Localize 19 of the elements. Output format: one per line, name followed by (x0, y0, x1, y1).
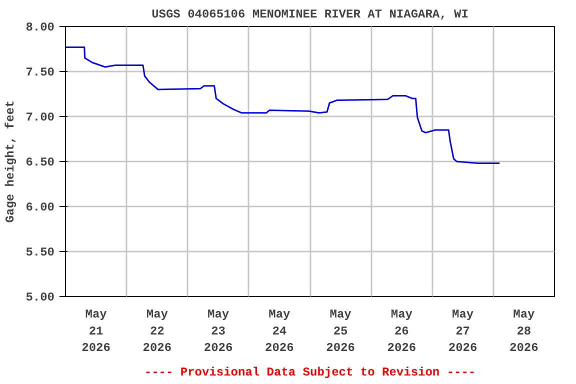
y-tick-label: 5.50 (26, 246, 55, 260)
y-tick-label: 7.00 (26, 110, 55, 124)
x-tick-label: May 23 2026 (204, 308, 233, 356)
y-axis-title: Gage height, feet (4, 100, 18, 223)
x-tick-label: May 28 2026 (510, 308, 538, 356)
y-tick-label: 7.50 (26, 66, 55, 80)
x-tick-label: May 27 2026 (448, 308, 478, 356)
x-tick-label: May 22 2026 (142, 308, 172, 356)
y-tick-label: 8.00 (26, 20, 55, 34)
text: ---- Provisional Data Subject to Revision ---- (144, 366, 476, 380)
x-tick-label: May 25 2026 (326, 308, 355, 356)
line-series (66, 46, 500, 164)
y-tick-label: 5.00 (26, 290, 55, 304)
y-tick-label: 6.50 (26, 156, 55, 170)
y-tick-label: 6.00 (26, 200, 55, 214)
x-tick-label: May 26 2026 (387, 308, 416, 356)
chart-title: USGS 04065106 MENOMINEE RIVER AT NIAGARA, WI (152, 8, 468, 22)
x-tick-label: May 21 2026 (82, 308, 110, 356)
x-tick-label: May 24 2026 (265, 308, 294, 356)
